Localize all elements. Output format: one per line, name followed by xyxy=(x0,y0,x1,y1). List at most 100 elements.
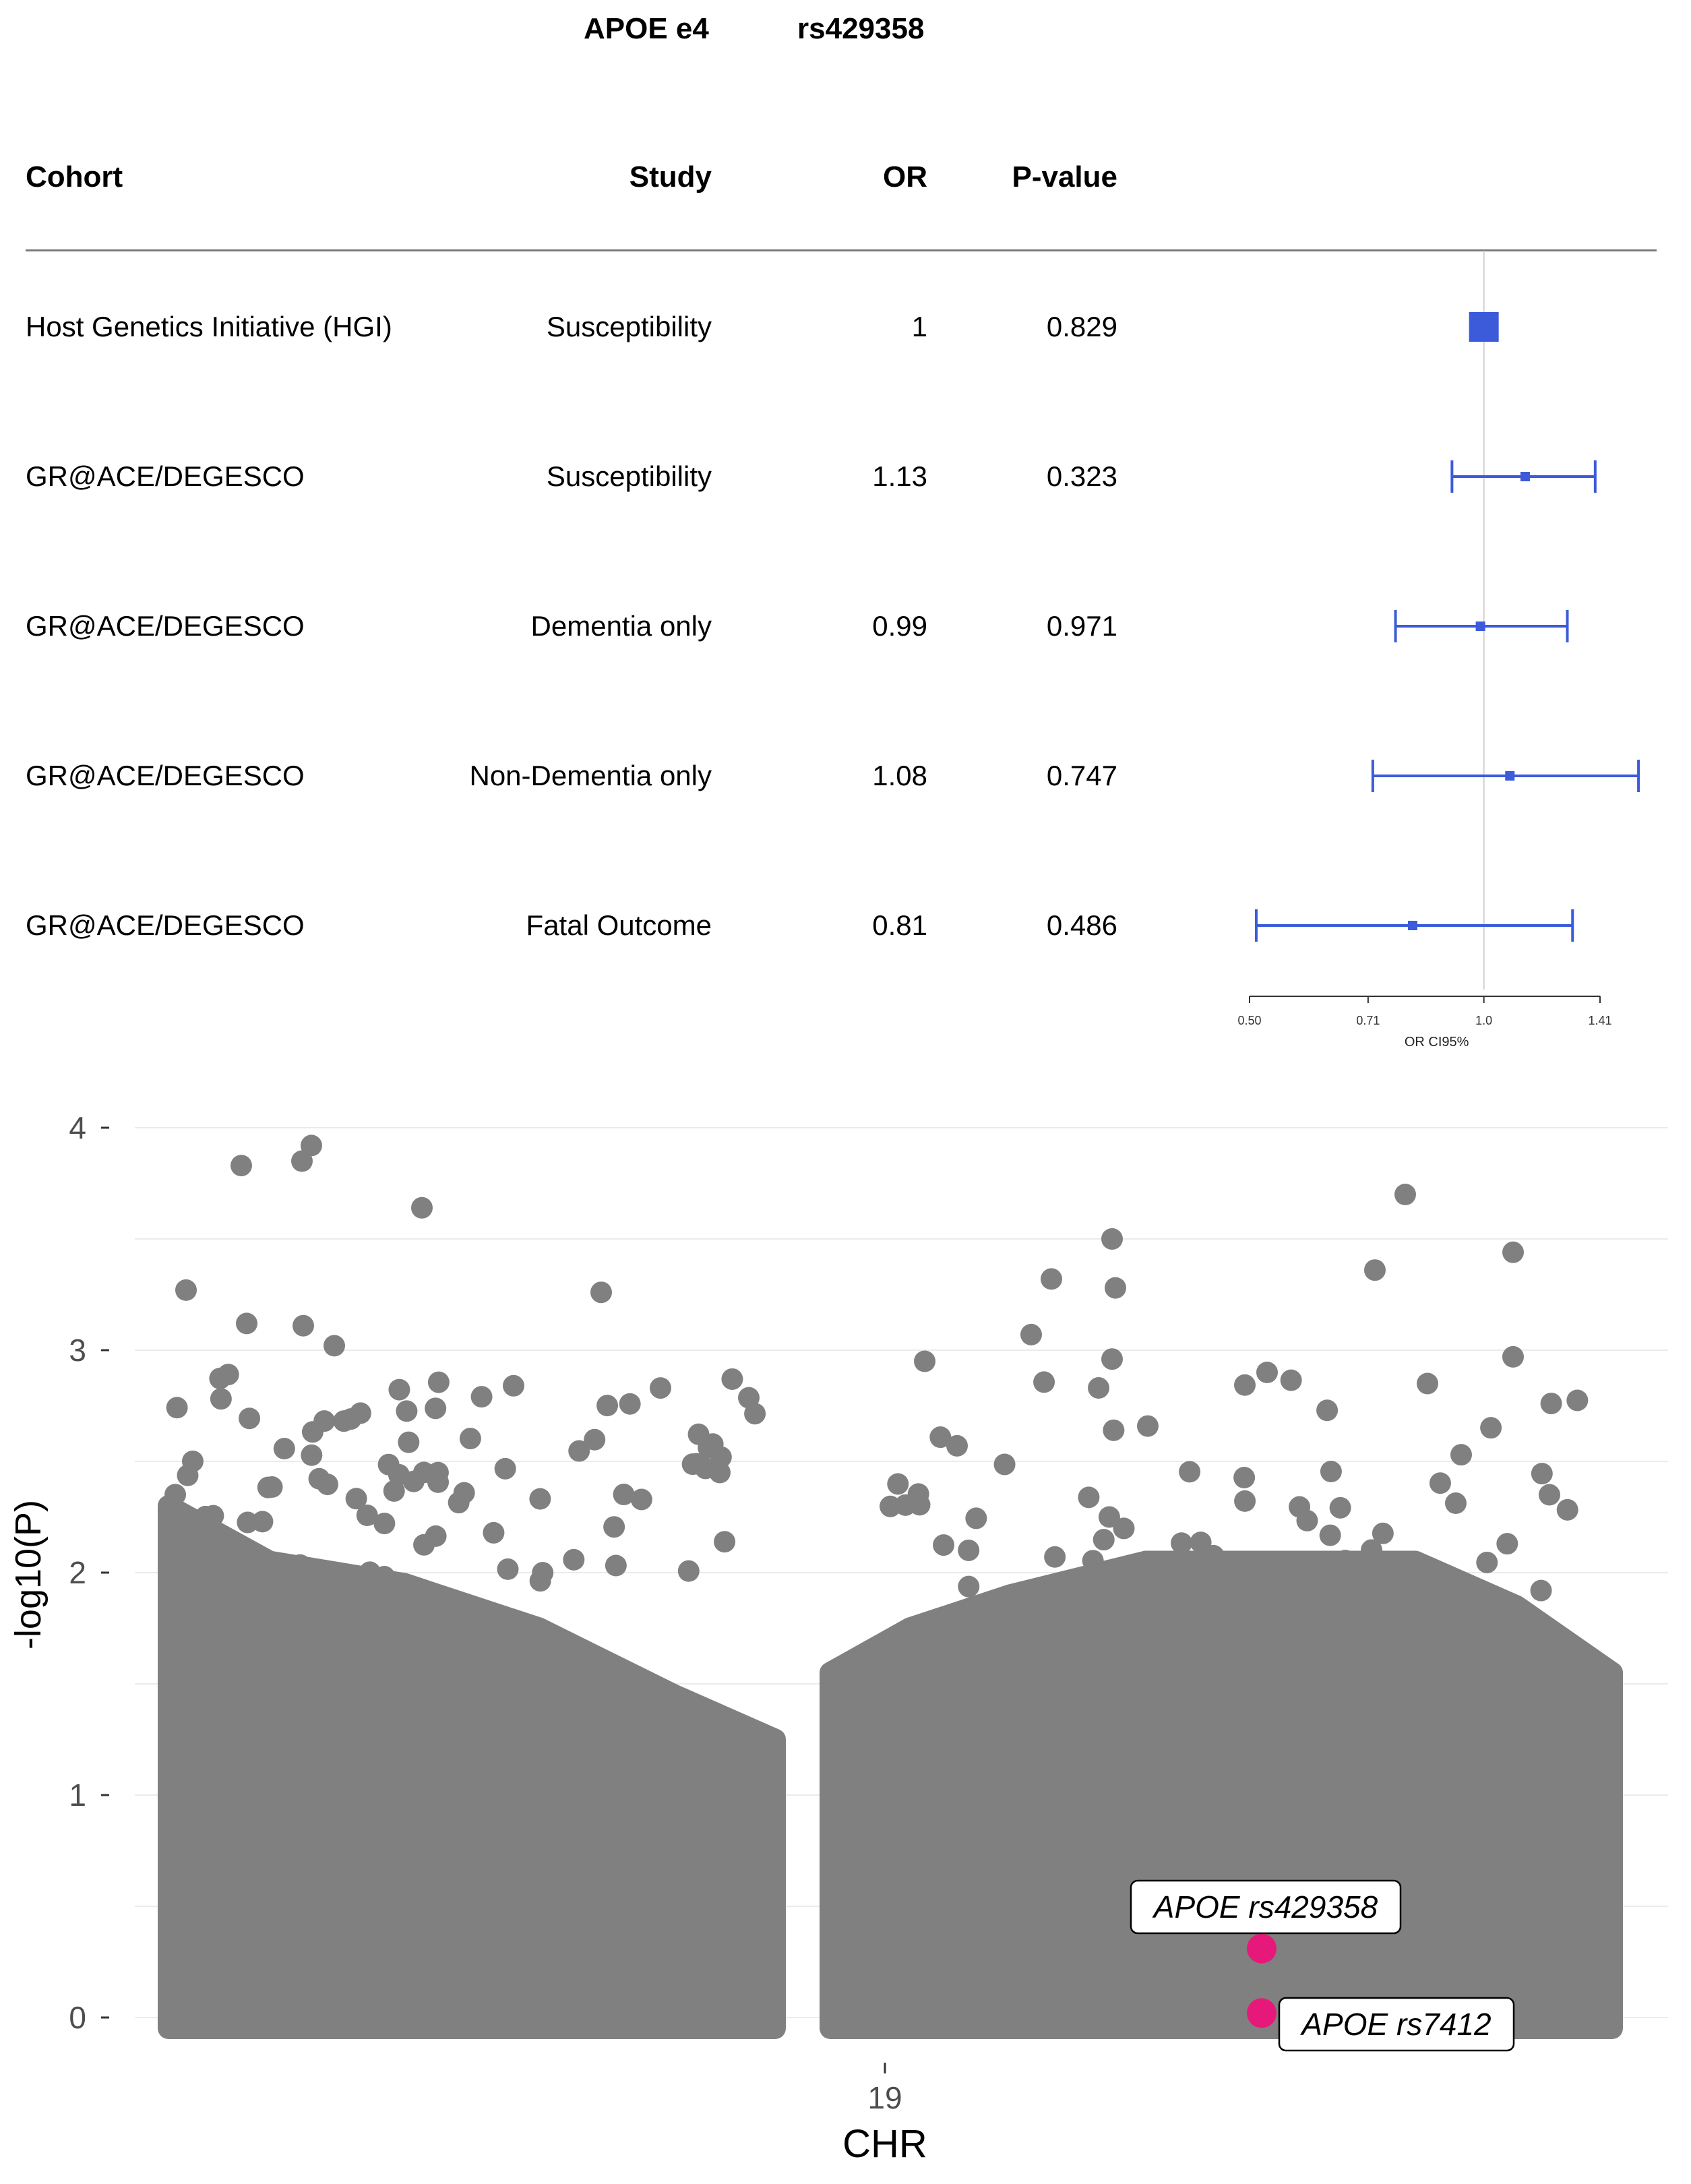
snp-point xyxy=(1394,1184,1416,1205)
snp-point xyxy=(894,1494,917,1516)
snp-point xyxy=(177,1464,199,1486)
snp-point xyxy=(340,1408,362,1430)
snp-point xyxy=(1372,1522,1394,1544)
snp-point xyxy=(257,1476,279,1498)
snp-point xyxy=(529,1488,551,1510)
snp-point xyxy=(603,1516,625,1538)
snp-point xyxy=(605,1554,627,1577)
snp-point xyxy=(1296,1509,1318,1531)
snp-point xyxy=(503,1374,524,1397)
snp-point xyxy=(293,1314,314,1337)
row-study: Susceptibility xyxy=(546,460,712,492)
row-or: 0.99 xyxy=(872,610,927,642)
snp-point xyxy=(1103,1419,1125,1441)
snp-point xyxy=(301,1421,324,1443)
snp-point xyxy=(494,1457,516,1480)
snp-point xyxy=(175,1279,197,1301)
snp-point xyxy=(1531,1463,1553,1485)
snp-point xyxy=(1538,1484,1560,1506)
snp-point xyxy=(709,1461,731,1484)
snp-point xyxy=(349,1402,371,1424)
snp-point xyxy=(383,1480,405,1502)
snp-point xyxy=(1502,1345,1524,1368)
header-divider xyxy=(26,249,1657,251)
snp-point xyxy=(398,1431,420,1453)
snp-point xyxy=(993,1453,1016,1476)
apoe-rs429358-label-box xyxy=(1130,1879,1402,1935)
snp-point xyxy=(209,1367,231,1389)
apoe-rs7412-point xyxy=(1247,1998,1277,2028)
or-point xyxy=(1475,621,1485,631)
snp-point xyxy=(301,1134,322,1157)
snp-point xyxy=(619,1393,641,1415)
row-or: 1.13 xyxy=(872,460,927,492)
snp-point xyxy=(411,1196,433,1219)
snp-point xyxy=(563,1548,585,1571)
forest-x-label: OR CI95% xyxy=(1405,1035,1469,1050)
snp-point xyxy=(1320,1461,1342,1483)
snp-point xyxy=(427,1471,450,1493)
snp-point xyxy=(377,1453,400,1476)
snp-point xyxy=(324,1335,345,1357)
snp-point xyxy=(584,1428,606,1451)
row-pvalue: 0.747 xyxy=(1046,760,1117,791)
snp-point xyxy=(1098,1506,1120,1528)
snp-point xyxy=(205,1542,227,1565)
snp-point xyxy=(413,1534,435,1556)
snp-point xyxy=(210,1388,232,1410)
or-point xyxy=(1469,312,1499,342)
snp-point xyxy=(1171,1532,1193,1554)
snp-point xyxy=(681,1453,704,1476)
forest-plot: 0.50 0.71 1.0 1.41 OR CI95% xyxy=(1237,251,1640,1050)
snp-point xyxy=(261,1476,283,1498)
snp-point xyxy=(677,1560,700,1582)
snp-point xyxy=(1476,1551,1498,1573)
snp-title: rs429358 xyxy=(797,12,925,45)
snp-point xyxy=(308,1467,330,1490)
snp-point xyxy=(166,1397,188,1419)
snp-point xyxy=(262,1583,284,1606)
snp-point xyxy=(1429,1472,1451,1494)
snp-point xyxy=(1206,1563,1228,1585)
snp-point xyxy=(388,1378,410,1401)
snp-point xyxy=(880,1495,902,1517)
forest-x-tick-label: 0.71 xyxy=(1356,1014,1380,1027)
snp-point xyxy=(313,1410,336,1432)
snp-point xyxy=(714,1531,736,1553)
snp-point xyxy=(236,1312,257,1335)
snp-point xyxy=(1372,1581,1394,1603)
snp-point xyxy=(425,1525,447,1547)
row-or: 1 xyxy=(911,311,927,342)
row-pvalue: 0.971 xyxy=(1046,610,1117,642)
snp-point xyxy=(687,1423,710,1445)
snp-point xyxy=(1319,1524,1341,1546)
snp-point xyxy=(218,1573,240,1596)
snp-point xyxy=(721,1368,743,1390)
y-tick-label: 2 xyxy=(69,1555,86,1590)
snp-point xyxy=(181,1450,204,1472)
snp-point xyxy=(1417,1565,1439,1587)
or-point xyxy=(1520,472,1530,481)
points-band-left xyxy=(158,1495,786,2039)
snp-point xyxy=(744,1403,766,1425)
row-study: Dementia only xyxy=(530,610,712,642)
snp-point xyxy=(448,1492,470,1514)
snp-point xyxy=(1044,1546,1066,1568)
snp-point xyxy=(1234,1490,1256,1512)
header-or: OR xyxy=(883,160,927,193)
snp-point xyxy=(1329,1496,1351,1519)
snp-point xyxy=(698,1436,720,1459)
snp-point xyxy=(1364,1259,1386,1281)
snp-point xyxy=(425,1397,447,1420)
snp-point xyxy=(958,1575,980,1598)
snp-point xyxy=(694,1457,716,1480)
snp-point xyxy=(291,1150,313,1172)
snp-point xyxy=(702,1433,724,1455)
snp-point xyxy=(251,1511,274,1533)
snp-point xyxy=(373,1513,396,1535)
apoe-rs7412-label-box xyxy=(1278,1997,1515,2052)
y-tick-label: 3 xyxy=(69,1333,86,1368)
row-study: Susceptibility xyxy=(546,311,712,342)
row-cohort: GR@ACE/DEGESCO xyxy=(26,610,305,642)
snp-point xyxy=(1480,1417,1502,1439)
